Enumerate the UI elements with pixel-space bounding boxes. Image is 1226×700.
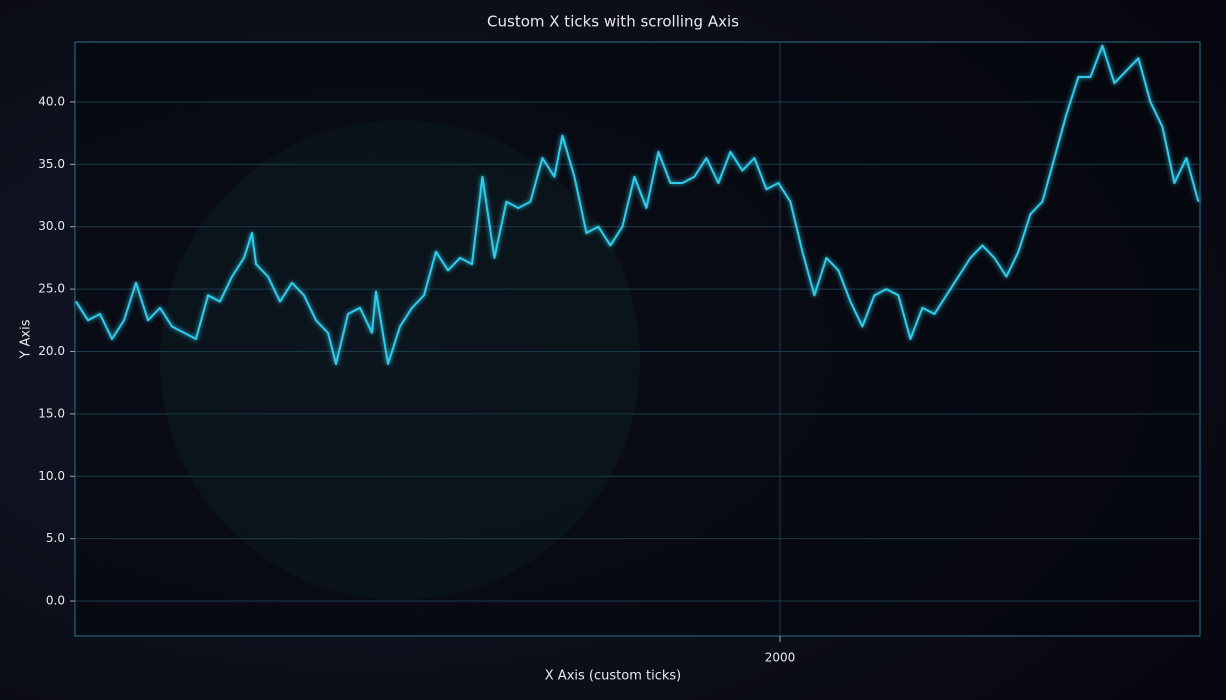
- y-tick-label: 40.0: [38, 94, 65, 108]
- grid: 0.0 5.0 10.0 15.0 20.0 25.0 30.0 35.0 40.0 2000: [38, 42, 1200, 665]
- y-tick-label: 25.0: [38, 282, 65, 296]
- y-tick-label: 30.0: [38, 219, 65, 233]
- y-tick-label: 10.0: [38, 469, 65, 483]
- y-tick-label: 0.0: [46, 594, 65, 608]
- series: [75, 44, 1200, 365]
- y-tick-label: 5.0: [46, 531, 65, 545]
- chart-title: Custom X ticks with scrolling Axis: [487, 13, 739, 31]
- background-decoration: [160, 120, 640, 600]
- x-axis-label: X Axis (custom ticks): [545, 669, 681, 684]
- y-tick-label: 15.0: [38, 406, 65, 420]
- line: [75, 44, 1200, 365]
- plot-area: [74, 41, 1201, 637]
- y-axis-label: Y Axis: [19, 319, 34, 359]
- y-tick-label: 35.0: [38, 157, 65, 171]
- y-tick-label: 20.0: [38, 344, 65, 358]
- x-tick-label: 2000: [765, 651, 796, 665]
